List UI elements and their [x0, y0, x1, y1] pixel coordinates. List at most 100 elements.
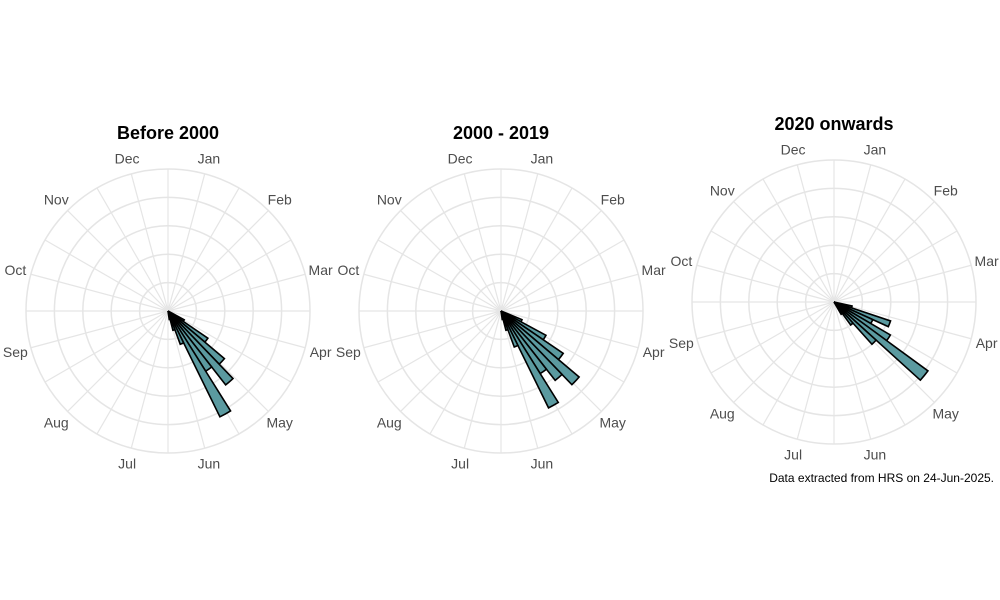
grid-spoke: [500, 187, 573, 312]
month-label: Dec: [115, 150, 140, 166]
month-label: May: [266, 415, 292, 431]
grid-spoke: [429, 310, 502, 435]
month-label: Feb: [934, 182, 958, 198]
grid-spoke: [762, 301, 835, 426]
month-label: Jul: [784, 447, 802, 463]
grid-spoke: [500, 239, 625, 312]
grid-spoke: [44, 239, 169, 312]
month-label: Apr: [643, 344, 665, 360]
grid-spoke: [96, 187, 169, 312]
month-label: May: [932, 406, 958, 422]
polar-grid: [691, 159, 977, 445]
rose-bar: [500, 310, 560, 409]
rose-bars: [500, 310, 581, 409]
grid-spoke: [400, 210, 502, 312]
month-label: Feb: [268, 191, 292, 207]
grid-spoke: [377, 310, 502, 383]
grid-spoke: [96, 310, 169, 435]
grid-spoke: [500, 310, 639, 349]
month-label: Aug: [710, 406, 735, 422]
rose-panel-2020-onwards: 2020 onwards Jan Feb Mar Apr May Jun Jul Aug Sep…: [669, 114, 999, 463]
grid-spoke: [400, 310, 502, 412]
grid-spoke: [833, 178, 906, 303]
data-source-caption: Data extracted from HRS on 24-Jun-2025.: [769, 471, 994, 485]
month-label: Apr: [310, 344, 332, 360]
rose-bar: [833, 301, 844, 316]
grid-spoke: [30, 310, 169, 349]
rose-panel-2000-2019: 2000 - 2019 Jan Feb Mar Apr May Jun Jul Aug Sep O…: [336, 123, 666, 472]
grid-spoke: [463, 173, 502, 312]
grid-spoke: [167, 310, 292, 383]
month-label: Dec: [448, 150, 473, 166]
grid-spoke: [377, 239, 502, 312]
month-label: Jul: [118, 456, 136, 472]
rose-bar: [833, 301, 930, 382]
grid-spoke: [833, 230, 958, 303]
month-label: Nov: [710, 182, 735, 198]
rose-bar: [167, 310, 172, 321]
month-label: Jun: [198, 456, 221, 472]
month-label: Nov: [377, 191, 402, 207]
grid-spoke: [30, 273, 169, 312]
grid-spoke: [833, 301, 972, 340]
month-label: Mar: [975, 253, 999, 269]
month-label: Dec: [781, 141, 806, 157]
month-labels: Jan Feb Mar Apr May Jun Jul Aug Sep Oct Nov Dec: [336, 150, 666, 471]
rose-bar: [500, 310, 505, 321]
rose-bars: [833, 301, 930, 382]
month-label: Jan: [864, 141, 887, 157]
grid-spoke: [733, 201, 835, 303]
grid-spoke: [833, 301, 906, 426]
month-label: Jun: [531, 456, 554, 472]
grid-spoke: [710, 230, 835, 303]
grid-spoke: [733, 301, 835, 403]
grid-spoke: [363, 310, 502, 349]
grid-spoke: [500, 310, 539, 449]
grid-spoke: [463, 310, 502, 449]
month-label: Jul: [451, 456, 469, 472]
month-label: May: [599, 415, 625, 431]
month-label: Feb: [601, 191, 625, 207]
month-label: Jun: [864, 447, 887, 463]
panel-title: Before 2000: [117, 123, 219, 143]
month-label: Mar: [642, 262, 666, 278]
panel-title: 2000 - 2019: [453, 123, 549, 143]
grid-spoke: [762, 178, 835, 303]
month-label: Jan: [198, 150, 221, 166]
grid-spoke: [696, 264, 835, 303]
month-label: Apr: [976, 335, 998, 351]
grid-spoke: [44, 310, 169, 383]
month-label: Sep: [3, 344, 28, 360]
grid-spoke: [710, 301, 835, 374]
month-label: Jan: [531, 150, 554, 166]
rose-bar: [500, 310, 564, 382]
grid-spoke: [696, 301, 835, 340]
month-label: Sep: [669, 335, 694, 351]
grid-spoke: [500, 273, 639, 312]
grid-spoke: [833, 164, 872, 303]
grid-spoke: [500, 173, 539, 312]
panel-title: 2020 onwards: [774, 114, 893, 134]
grid-spoke: [167, 239, 292, 312]
grid-spoke: [796, 301, 835, 440]
month-label: Aug: [44, 415, 69, 431]
month-label: Aug: [377, 415, 402, 431]
grid-spoke: [833, 264, 972, 303]
grid-spoke: [167, 210, 269, 312]
month-labels: Jan Feb Mar Apr May Jun Jul Aug Sep Oct Nov Dec: [3, 150, 333, 471]
grid-spoke: [167, 310, 306, 349]
grid-spoke: [167, 187, 240, 312]
grid-spoke: [130, 173, 169, 312]
month-label: Oct: [4, 262, 26, 278]
grid-spoke: [130, 310, 169, 449]
grid-spoke: [833, 301, 872, 440]
grid-spoke: [67, 210, 169, 312]
grid-spoke: [429, 187, 502, 312]
month-label: Sep: [336, 344, 361, 360]
grid-spoke: [833, 201, 935, 303]
month-labels: Jan Feb Mar Apr May Jun Jul Aug Sep Oct Nov Dec: [669, 141, 999, 462]
grid-spoke: [796, 164, 835, 303]
rose-bar: [167, 310, 235, 387]
grid-spoke: [363, 273, 502, 312]
rose-bar: [167, 310, 232, 418]
